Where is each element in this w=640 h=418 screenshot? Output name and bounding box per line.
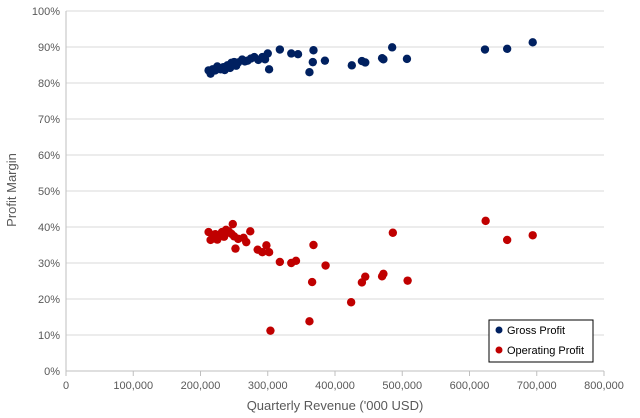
y-tick-label: 100%: [32, 6, 60, 18]
data-point: [321, 261, 330, 270]
series-gross-profit: [204, 38, 537, 78]
x-tick-label: 0: [63, 380, 69, 392]
data-point: [305, 68, 314, 77]
data-point: [231, 244, 240, 253]
y-axis-title: Profit Margin: [4, 153, 19, 227]
x-tick-label: 100,000: [113, 380, 153, 392]
data-point: [204, 227, 213, 237]
data-point: [481, 216, 490, 226]
data-point: [309, 240, 318, 250]
legend-marker-operating-profit: [495, 346, 503, 354]
data-point: [275, 45, 285, 54]
data-point: [219, 232, 229, 241]
legend-marker-gross-profit: [495, 326, 503, 334]
legend: Gross Profit Operating Profit: [488, 319, 594, 363]
x-axis-title: Quarterly Revenue ('000 USD): [247, 398, 424, 413]
data-point: [379, 269, 388, 278]
x-tick-label: 500,000: [382, 380, 422, 392]
data-point: [480, 45, 490, 54]
gridlines: [66, 10, 604, 336]
data-point: [361, 272, 370, 281]
data-point: [528, 231, 537, 240]
data-point: [258, 248, 267, 257]
legend-label-operating-profit: Operating Profit: [507, 345, 584, 357]
data-point: [320, 56, 330, 65]
data-point: [307, 277, 317, 287]
y-tick-label: 40%: [38, 222, 60, 234]
series-operating-profit: [204, 216, 537, 335]
data-point: [387, 43, 397, 52]
y-tick-label: 20%: [38, 294, 60, 306]
data-point: [308, 57, 318, 67]
data-point: [305, 317, 314, 326]
data-point: [361, 58, 370, 67]
data-point: [403, 276, 412, 285]
legend-label-gross-profit: Gross Profit: [507, 325, 565, 337]
data-point: [346, 298, 356, 307]
legend-box: [488, 319, 594, 363]
x-tick-label: 300,000: [248, 380, 288, 392]
data-points: [204, 38, 537, 335]
data-point: [528, 38, 537, 47]
data-point: [242, 237, 251, 247]
data-point: [287, 49, 296, 58]
y-tick-label: 60%: [38, 150, 60, 162]
data-point: [264, 65, 274, 74]
y-tick-label: 0%: [44, 366, 60, 378]
x-tick-labels: 0 100,000 200,000 300,000 400,000 500,000 600,…: [63, 380, 624, 392]
data-point: [262, 241, 271, 250]
data-point: [388, 228, 398, 237]
y-tick-label: 80%: [38, 78, 60, 90]
data-point: [293, 50, 303, 59]
data-point: [263, 49, 272, 58]
x-tick-label: 400,000: [315, 380, 355, 392]
y-tick-label: 90%: [38, 42, 60, 54]
data-point: [228, 219, 237, 229]
data-point: [309, 46, 318, 55]
data-point: [347, 61, 357, 70]
data-point: [379, 55, 388, 64]
y-tick-label: 10%: [38, 330, 60, 342]
data-point: [291, 256, 301, 266]
x-tick-label: 700,000: [517, 380, 557, 392]
data-point: [502, 235, 512, 245]
data-point: [275, 257, 285, 267]
y-tick-labels: 0% 10% 20% 30% 40% 50% 60% 70% 80% 90% 100%: [32, 6, 60, 378]
x-tick-label: 800,000: [584, 380, 624, 392]
data-point: [502, 44, 512, 53]
data-point: [264, 248, 274, 257]
data-point: [402, 54, 412, 64]
x-tick-label: 200,000: [181, 380, 221, 392]
x-tick-label: 600,000: [450, 380, 490, 392]
axes: [65, 11, 605, 376]
data-point: [266, 326, 275, 335]
y-tick-label: 50%: [38, 186, 60, 198]
y-tick-label: 70%: [38, 114, 60, 126]
y-tick-label: 30%: [38, 258, 60, 270]
data-point: [246, 227, 255, 236]
